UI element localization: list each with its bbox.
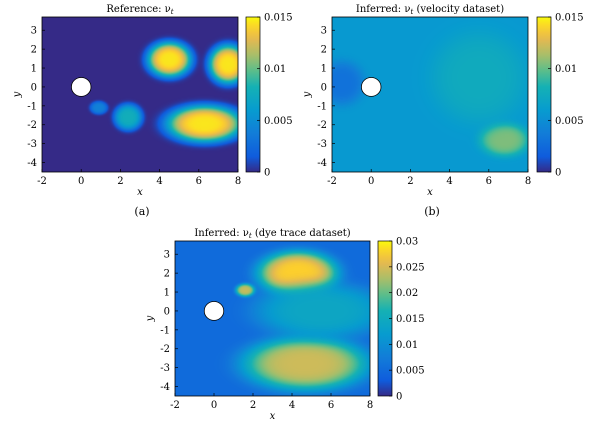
y-tick-label: 2 [31, 45, 37, 56]
colorbar-tick-label: 0.03 [396, 237, 418, 248]
plot-frame [174, 240, 371, 397]
heatmap-field [332, 17, 528, 172]
y-tick-label: -2 [160, 344, 170, 355]
colorbar-tick-label: 0.01 [396, 340, 418, 351]
y-tick-label: 1 [31, 64, 37, 75]
y-tick-label: -4 [160, 382, 170, 393]
colorbar-tick-label: 0.015 [555, 13, 584, 24]
x-tick-label: 2 [250, 400, 256, 411]
colorbar [536, 16, 552, 173]
chart-title: Inferred: νt (velocity dataset) [356, 4, 504, 16]
y-tick-label: -3 [27, 139, 37, 150]
colorbar-tick-label: 0.01 [264, 64, 286, 75]
x-tick-label: 0 [211, 400, 217, 411]
x-tick-label: 8 [367, 400, 373, 411]
heatmap-field [175, 241, 370, 396]
colorbar-tick-label: 0.015 [396, 314, 425, 325]
y-axis-label: y [12, 91, 23, 98]
y-axis-label: y [145, 315, 156, 322]
y-tick-label: 3 [31, 26, 37, 37]
x-tick-label: 6 [196, 176, 202, 187]
y-tick-label: 2 [321, 45, 327, 56]
y-axis-label: y [302, 91, 313, 98]
x-tick-label: -2 [327, 176, 337, 187]
colorbar-tick-label: 0 [396, 392, 402, 403]
chart-title: Reference: νt [106, 4, 173, 16]
y-tick-label: 1 [164, 288, 170, 299]
x-axis-label: x [270, 411, 276, 422]
x-tick-label: 4 [289, 400, 295, 411]
y-tick-label: -3 [317, 139, 327, 150]
colorbar-tick-label: 0 [264, 168, 270, 179]
panel-caption: (a) [134, 205, 149, 218]
x-tick-label: 4 [156, 176, 162, 187]
x-tick-label: 6 [486, 176, 492, 187]
cylinder-obstacle [361, 77, 382, 97]
x-tick-label: 6 [328, 400, 334, 411]
colorbar-tick-label: 0.005 [396, 366, 425, 377]
x-tick-label: 0 [78, 176, 84, 187]
y-tick-label: -2 [317, 120, 327, 131]
y-tick-label: -4 [27, 158, 37, 169]
colorbar-tick-label: 0.02 [396, 288, 418, 299]
colorbar [245, 16, 261, 173]
colorbar-tick-label: 0 [555, 168, 561, 179]
y-tick-label: 0 [321, 82, 327, 93]
y-tick-label: 3 [164, 250, 170, 261]
x-axis-label: x [427, 187, 433, 198]
colorbar-tick-label: 0.005 [264, 116, 293, 127]
plot-frame [331, 16, 529, 173]
x-tick-label: -2 [170, 400, 180, 411]
colorbar-tick-label: 0.025 [396, 262, 425, 273]
chart-title: Inferred: νt (dye trace dataset) [194, 228, 350, 240]
x-tick-label: 2 [117, 176, 123, 187]
colorbar-tick-label: 0.01 [555, 64, 577, 75]
colorbar-tick-label: 0.005 [555, 116, 584, 127]
y-tick-label: -4 [317, 158, 327, 169]
colorbar-tick-label: 0.015 [264, 13, 293, 24]
y-tick-label: 0 [164, 306, 170, 317]
panel-velocity-inferred: Inferred: νt (velocity dataset) -2 0 2 4 6 8 3 2… [302, 4, 584, 218]
y-tick-label: 0 [31, 82, 37, 93]
x-tick-label: 0 [368, 176, 374, 187]
y-tick-label: 3 [321, 26, 327, 37]
panel-dye-trace-inferred: Inferred: νt (dye trace dataset) -2 0 2 4 6 8 3… [145, 228, 425, 422]
y-tick-label: -1 [27, 101, 37, 112]
y-tick-label: 2 [164, 269, 170, 280]
plot-frame [41, 16, 239, 173]
x-tick-label: 4 [446, 176, 452, 187]
x-tick-label: 8 [235, 176, 241, 187]
y-tick-label: -2 [27, 120, 37, 131]
heatmap-field [42, 17, 238, 172]
y-tick-label: -1 [160, 325, 170, 336]
panel-reference: Reference: νt -2 0 2 4 6 8 3 2 1 0 -1 -2 -3 -4 x y 0.015 0… [12, 4, 293, 218]
cylinder-obstacle [70, 77, 92, 97]
y-tick-label: -1 [317, 101, 327, 112]
x-tick-label: -2 [37, 176, 47, 187]
panel-caption: (b) [424, 205, 440, 218]
cylinder-obstacle [203, 301, 225, 321]
x-axis-label: x [137, 187, 143, 198]
y-tick-label: -3 [160, 363, 170, 374]
y-tick-label: 1 [321, 64, 327, 75]
x-tick-label: 8 [525, 176, 531, 187]
x-tick-label: 2 [407, 176, 413, 187]
